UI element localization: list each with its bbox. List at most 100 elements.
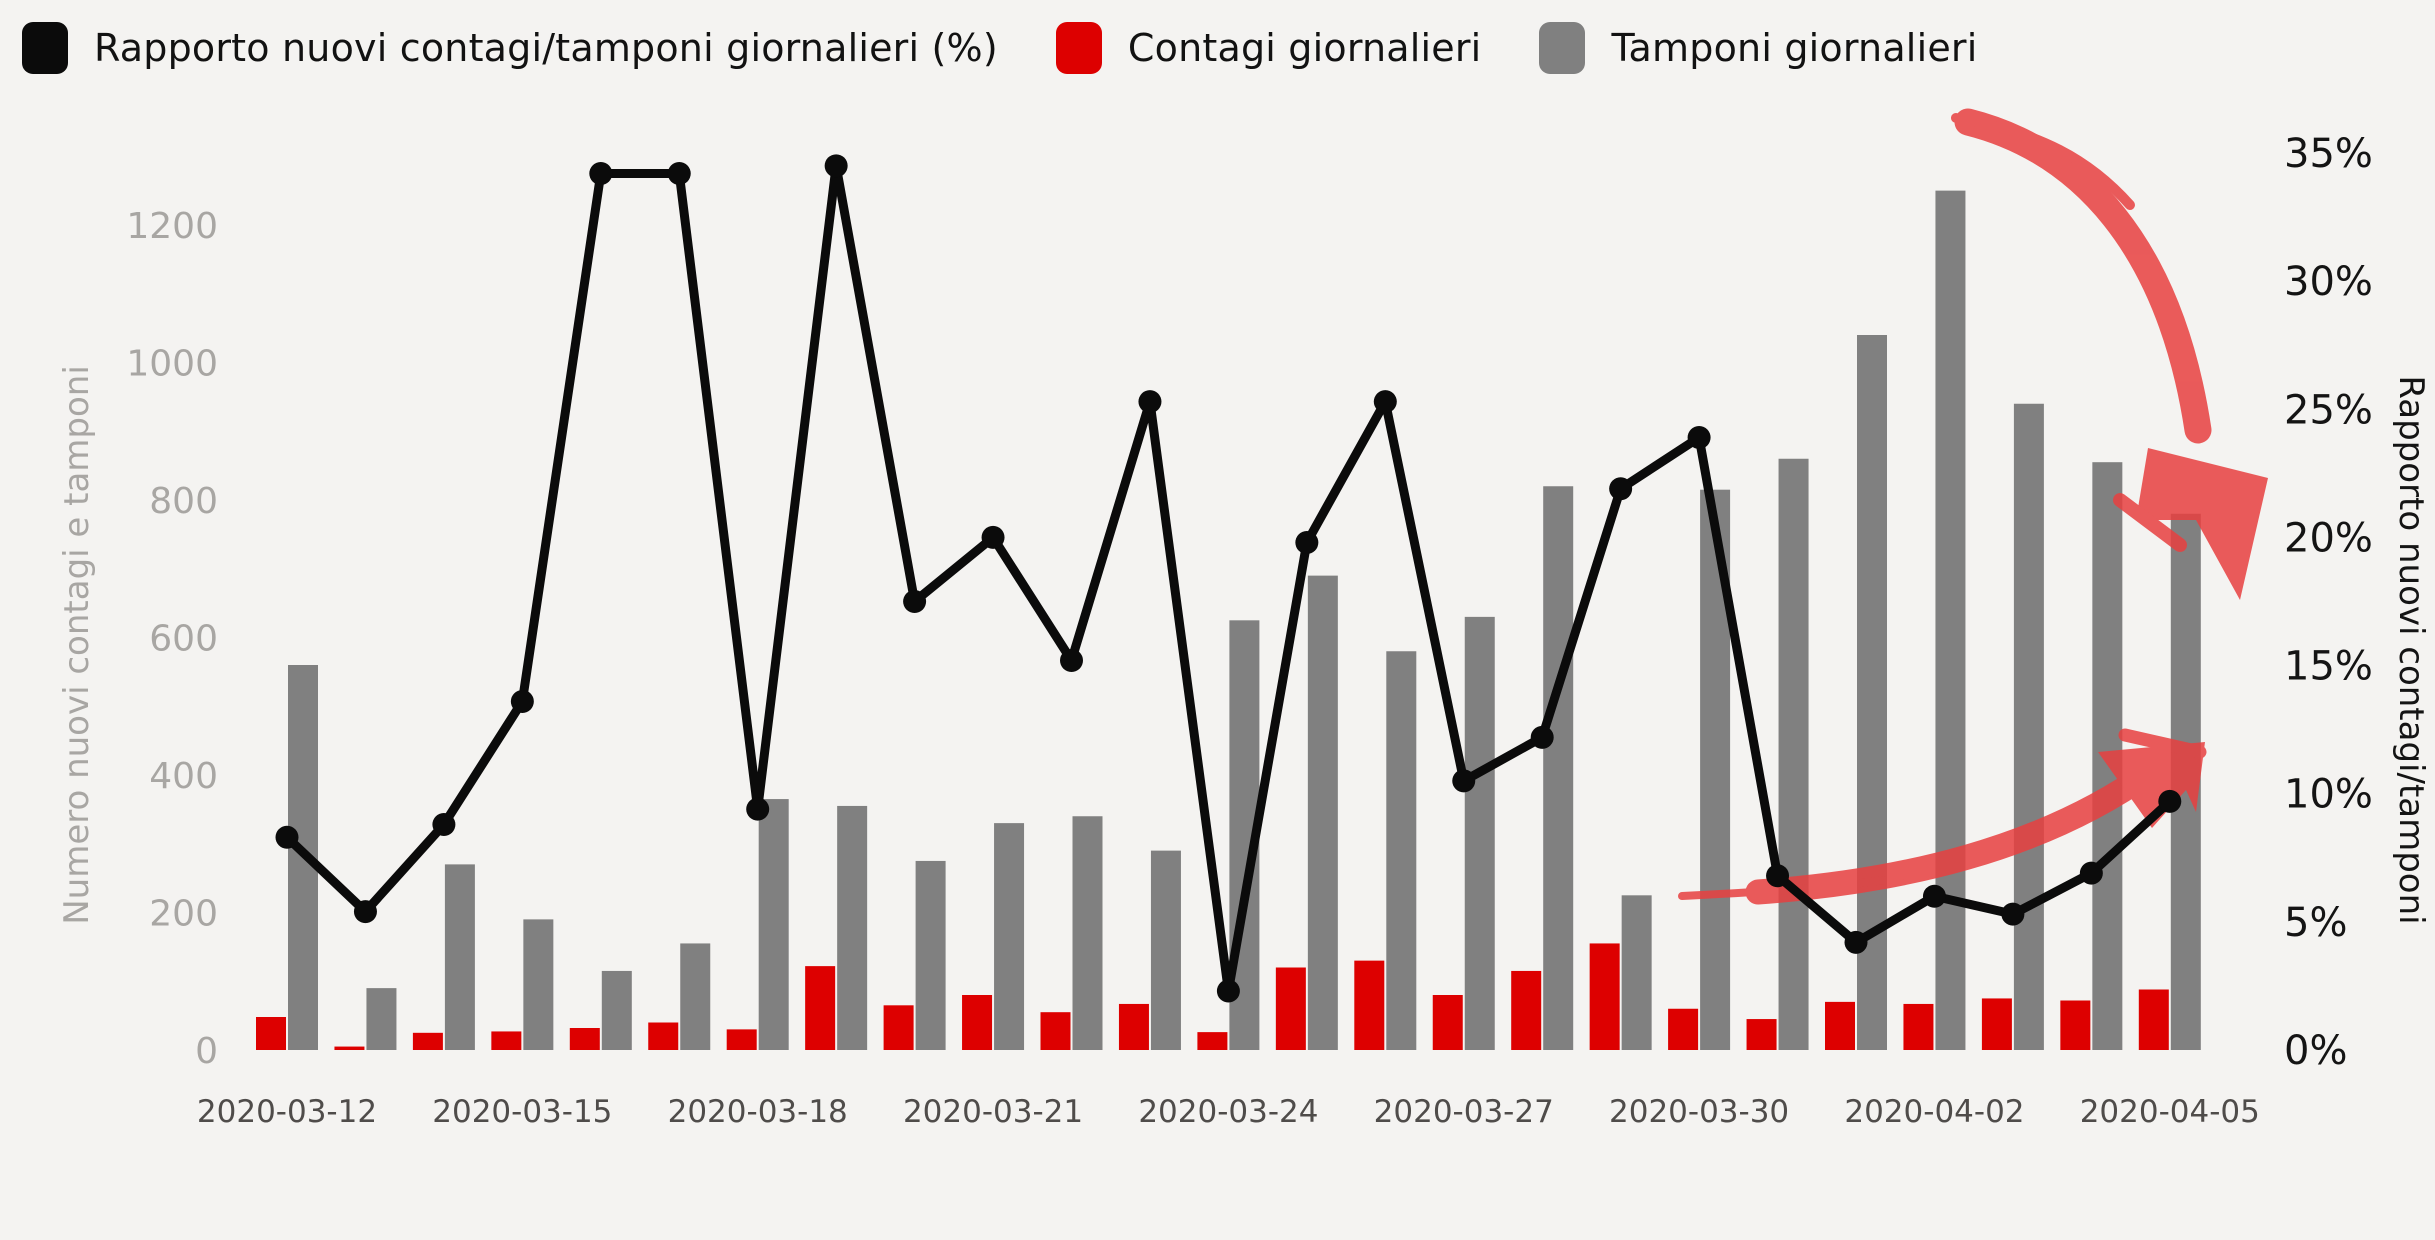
bar-tamponi <box>1543 486 1574 1050</box>
bar-tamponi <box>1778 458 1809 1050</box>
bar-tamponi <box>1621 895 1652 1050</box>
ratio-point <box>1687 425 1711 449</box>
bar-tamponi <box>758 799 789 1050</box>
bar-contagi <box>2060 1000 2091 1050</box>
legend-swatch-icon <box>1539 22 1586 74</box>
bar-contagi <box>1432 995 1463 1050</box>
bar-tamponi <box>994 823 1025 1050</box>
left-axis-tick: 400 <box>149 756 218 797</box>
bar-contagi <box>1746 1019 1777 1050</box>
right-axis-tick: 20% <box>2284 515 2373 561</box>
legend-swatch-icon <box>1055 22 1102 74</box>
ratio-point <box>2079 861 2103 885</box>
bar-contagi <box>1668 1008 1699 1050</box>
ratio-point <box>1844 930 1868 954</box>
legend-label: Contagi giornalieri <box>1127 26 1482 70</box>
ratio-point <box>667 162 691 186</box>
x-axis-tick: 2020-04-05 <box>2080 1094 2260 1130</box>
right-axis-tick: 5% <box>2284 900 2347 946</box>
bar-tamponi <box>366 988 397 1050</box>
x-axis-tick: 2020-03-30 <box>1609 1094 1789 1130</box>
bar-contagi <box>1825 1001 1855 1050</box>
trend-up-arrow <box>1678 728 2207 905</box>
ratio-point <box>1216 979 1240 1003</box>
right-axis-tick: 10% <box>2284 772 2373 818</box>
left-axis-tick: 1000 <box>126 344 218 385</box>
x-axis-tick: 2020-03-15 <box>432 1094 612 1130</box>
ratio-point <box>432 812 456 836</box>
ratio-point <box>1609 477 1633 501</box>
ratio-point <box>1766 864 1790 888</box>
bar-contagi <box>491 1031 522 1050</box>
bar-contagi <box>1903 1003 1934 1050</box>
bar-contagi <box>2138 989 2169 1050</box>
bar-tamponi <box>523 919 554 1050</box>
bar-contagi <box>1354 960 1385 1050</box>
bar-contagi <box>412 1032 443 1050</box>
bar-contagi <box>1511 970 1542 1050</box>
left-axis-tick: 0 <box>195 1031 218 1072</box>
ratio-point <box>275 825 299 849</box>
legend-swatch-icon <box>22 22 68 74</box>
left-axis-title: Numero nuovi contagi e tamponi <box>57 365 97 925</box>
bar-tamponi <box>915 860 946 1050</box>
ratio-point <box>2158 789 2182 813</box>
ratio-point <box>746 797 770 821</box>
bar-tamponi <box>1072 816 1103 1050</box>
right-axis-tick: 15% <box>2284 644 2373 690</box>
trend-down-arrow <box>1951 108 2268 600</box>
right-axis-tick: 30% <box>2284 259 2373 305</box>
right-axis-tick: 25% <box>2284 387 2373 433</box>
legend-item-2: Tamponi giornalieri <box>1539 22 1977 74</box>
right-axis-tick: 0% <box>2284 1028 2347 1074</box>
ratio-point <box>1373 390 1397 414</box>
ratio-point <box>1060 648 1083 672</box>
bar-tamponi <box>444 864 475 1050</box>
ratio-point <box>981 525 1005 549</box>
legend-item-0: Rapporto nuovi contagi/tamponi giornalie… <box>22 22 998 74</box>
bar-contagi <box>1040 1012 1071 1050</box>
bar-tamponi <box>601 970 632 1050</box>
ratio-point <box>1452 769 1476 793</box>
x-axis-tick: 2020-04-02 <box>1844 1094 2024 1130</box>
annotations-layer <box>1678 108 2268 905</box>
ratio-point <box>903 590 927 613</box>
bar-tamponi <box>1935 190 1966 1050</box>
bar-tamponi <box>680 943 711 1050</box>
right-axis-tick: 35% <box>2284 131 2373 177</box>
left-axis-tick: 800 <box>149 481 218 522</box>
ratio-point <box>2001 902 2025 926</box>
bar-contagi <box>1589 943 1620 1050</box>
ratio-point <box>1530 725 1554 749</box>
legend-label: Tamponi giornalieri <box>1611 26 1978 70</box>
bar-tamponi <box>1150 850 1181 1050</box>
left-axis-tick: 200 <box>149 894 218 935</box>
x-axis-tick: 2020-03-27 <box>1374 1094 1554 1130</box>
ratio-point <box>510 689 534 713</box>
ratio-point <box>1922 884 1946 908</box>
bar-contagi <box>569 1028 600 1050</box>
x-axis-tick: 2020-03-21 <box>903 1094 1083 1130</box>
ratio-line-layer <box>275 154 2182 1003</box>
ratio-point <box>1138 390 1162 414</box>
bar-contagi <box>1197 1032 1228 1050</box>
bar-contagi <box>1118 1003 1149 1050</box>
bar-tamponi <box>1464 616 1495 1050</box>
x-axis-tick: 2020-03-24 <box>1138 1094 1318 1130</box>
ratio-point <box>824 154 848 178</box>
bars-layer <box>256 190 2201 1050</box>
bar-tamponi <box>1386 651 1417 1050</box>
bar-contagi <box>334 1046 365 1050</box>
bar-contagi <box>256 1017 286 1050</box>
left-axis-tick: 600 <box>149 619 218 660</box>
bar-contagi <box>805 966 836 1050</box>
bar-tamponi <box>2013 403 2044 1050</box>
ratio-point <box>589 162 613 186</box>
right-axis-title: Rapporto nuovi contagi/tamponi <box>2391 375 2431 924</box>
x-axis-tick: 2020-03-12 <box>197 1094 377 1130</box>
legend: Rapporto nuovi contagi/tamponi giornalie… <box>22 22 1977 74</box>
legend-label: Rapporto nuovi contagi/tamponi giornalie… <box>94 26 998 70</box>
ratio-point <box>353 900 377 924</box>
bar-contagi <box>1981 998 2012 1050</box>
